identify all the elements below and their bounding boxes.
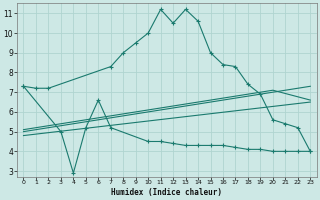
- X-axis label: Humidex (Indice chaleur): Humidex (Indice chaleur): [111, 188, 222, 197]
